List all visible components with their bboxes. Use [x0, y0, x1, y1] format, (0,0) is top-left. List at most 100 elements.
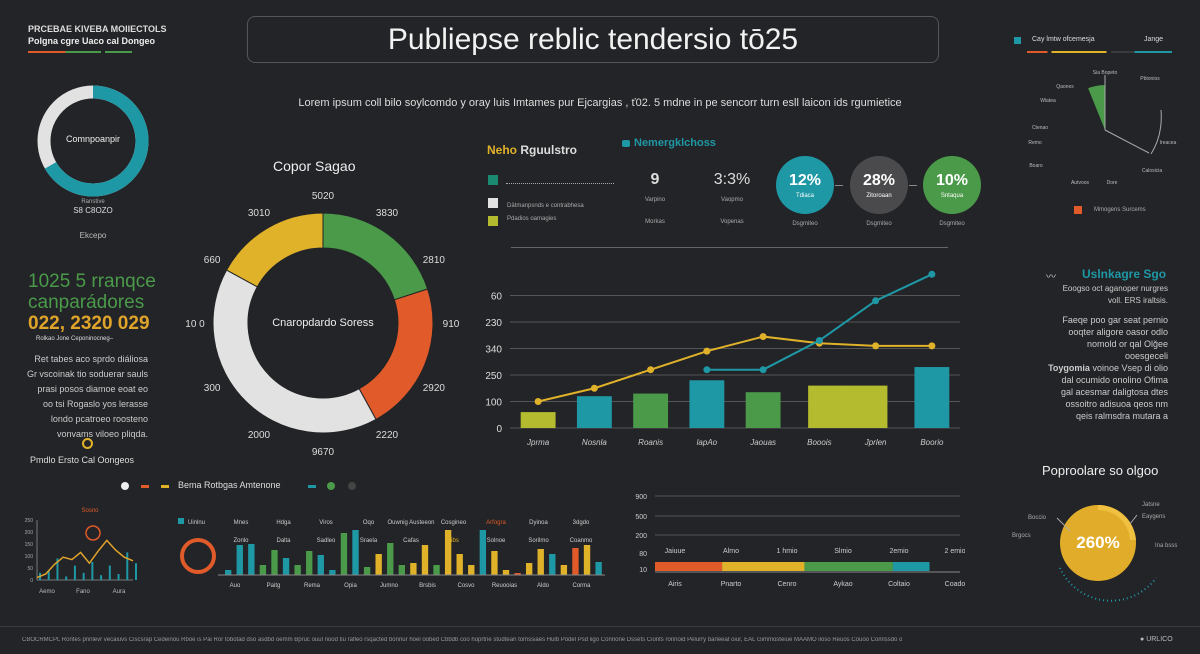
bar [745, 392, 781, 428]
donut-slice [212, 269, 377, 434]
bar [847, 385, 888, 428]
bar [514, 573, 521, 575]
x-tick-label: Coltaio [888, 581, 910, 588]
connector [835, 185, 843, 186]
column-top-label: Dyinoa [529, 520, 548, 526]
right-underline [1027, 51, 1172, 53]
y-tick-label: 100 [485, 398, 502, 409]
bar [363, 567, 371, 575]
pie-label: Ireacea [1160, 140, 1177, 146]
x-tick-label: Jprma [526, 438, 550, 447]
bar [468, 565, 475, 575]
legend-swatch-olive [488, 216, 498, 226]
donut-outer-label: 300 [204, 383, 221, 394]
pie-label: Sia Bopeto [1093, 70, 1118, 76]
segment-top-label: Almo [723, 548, 739, 555]
mini-bar [91, 562, 94, 580]
y-tick-label: 10 [639, 567, 647, 574]
y-tick-label: 0 [30, 578, 33, 584]
pie-slice [1088, 85, 1105, 130]
big-stat-line1: 1025 5 rranqce [28, 271, 156, 292]
mini-bar [82, 572, 85, 580]
main-combo-chart: 0 100 250 340 230 60 Jprma Nosnla Roanis lapAo Jao… [485, 270, 960, 447]
mini-bar [47, 570, 50, 580]
data-point [703, 366, 711, 374]
data-point [872, 297, 880, 305]
big-stat-line2: canparádores [28, 292, 145, 313]
gauge-dotted-arc [1059, 567, 1157, 602]
page-subtitle: Lorem ipsum coll bilo soylcomdo y oray l… [298, 97, 902, 109]
ring-sub2: S8 C8OZO [73, 206, 113, 215]
bar [317, 555, 324, 575]
bar [352, 530, 359, 575]
x-tick-label: lapAo [697, 438, 718, 447]
bar [398, 565, 406, 575]
mini-bar [73, 565, 76, 580]
x-tick-label: Pnarto [721, 581, 742, 588]
segment-top-label: 2emio [889, 548, 908, 555]
donut-slice [358, 288, 434, 421]
bar [689, 380, 725, 428]
paragraph-line: oo tsi Rogaslo yos lerasse [42, 399, 148, 409]
x-tick-label: Booois [807, 438, 831, 447]
mini-bar [100, 575, 103, 580]
y-tick-label: 250 [25, 518, 34, 524]
y-tick-label: 0 [496, 424, 502, 435]
bar [633, 393, 669, 428]
circle-value: 10% [935, 171, 969, 189]
mini-title: Sosno [81, 508, 99, 514]
gauge-chart [1056, 504, 1157, 602]
target-icon [82, 438, 93, 449]
x-tick-label: Jprlen [864, 438, 887, 447]
bar [259, 565, 267, 575]
donut-outer-label: 3830 [376, 208, 399, 219]
left-footer-label: Pmdlo Ersto Cal Oongeos [30, 455, 135, 465]
legend-swatch-teal [1014, 37, 1021, 44]
bar [387, 543, 394, 575]
y-tick-label: 60 [491, 292, 503, 303]
pie-label: Remo [1028, 140, 1042, 146]
donut-outer-label: 2220 [376, 430, 399, 441]
x-tick-label: Reuooias [492, 583, 517, 589]
donut-outer-label: 910 [443, 319, 460, 330]
bar [576, 396, 612, 428]
stat-label: Vaopmo [721, 197, 743, 203]
stat-circle-teal: 12% Tdiaca [776, 156, 834, 214]
x-tick-label: Paitg [267, 583, 281, 589]
legend-item: Dätmanpsnds e contrabhesa [507, 203, 584, 209]
column-mid-label: Sadleo [317, 538, 336, 544]
stat-label: Varpino [644, 197, 666, 203]
timeline-axis [511, 247, 948, 248]
column-top-label: Cosgineo [441, 520, 467, 526]
segment-top-label: 2 emio [944, 548, 965, 555]
x-tick-label: Cenro [777, 581, 796, 588]
circle-label: Sntaqua [940, 192, 964, 199]
x-tick-label: Jaouas [749, 438, 776, 447]
bar [595, 562, 602, 575]
x-tick-label: Airis [668, 581, 682, 588]
gauge-label: Ina bsss [1155, 543, 1178, 549]
section-marker-icon [622, 140, 630, 147]
gauge-value: 260% [1076, 533, 1120, 552]
squiggle-icon: 〰 [1046, 272, 1056, 283]
legend-dot-white [121, 482, 129, 490]
paragraph-line: Ret tabes aco sprdo diáliosa [34, 354, 148, 364]
x-tick-label: Opia [344, 583, 357, 589]
circle-sub: Dsgmiteo [939, 221, 965, 227]
right-legend-right: Jange [1144, 36, 1164, 43]
gauge-label: Eaygens [1142, 514, 1166, 520]
leader-line [1129, 514, 1138, 525]
mini-bar [135, 563, 137, 580]
right-legend-label: Cay lmtw ofcemesja [1032, 36, 1095, 43]
data-point [759, 333, 767, 341]
donut-outer-label: 2810 [423, 255, 446, 266]
pie-label: Qaones [1056, 84, 1074, 90]
y-tick-label: 50 [27, 566, 33, 572]
segment-top-label: Slmio [834, 548, 852, 555]
right-text: Eoogso oct aganoper nurgres voll. ERS ir… [1020, 283, 1168, 422]
bar [282, 558, 290, 575]
x-tick-label: Aura [113, 589, 126, 595]
column-top-label: Ouwnig Austeeon [387, 520, 434, 526]
bar [479, 530, 487, 575]
para-line: qeis ralmsdra mutara a [1075, 411, 1168, 421]
